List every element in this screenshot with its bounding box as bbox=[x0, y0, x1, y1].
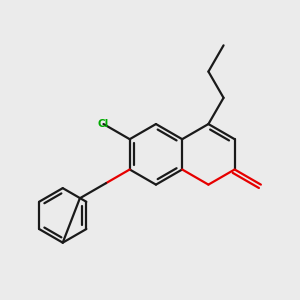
Text: Cl: Cl bbox=[98, 119, 109, 129]
